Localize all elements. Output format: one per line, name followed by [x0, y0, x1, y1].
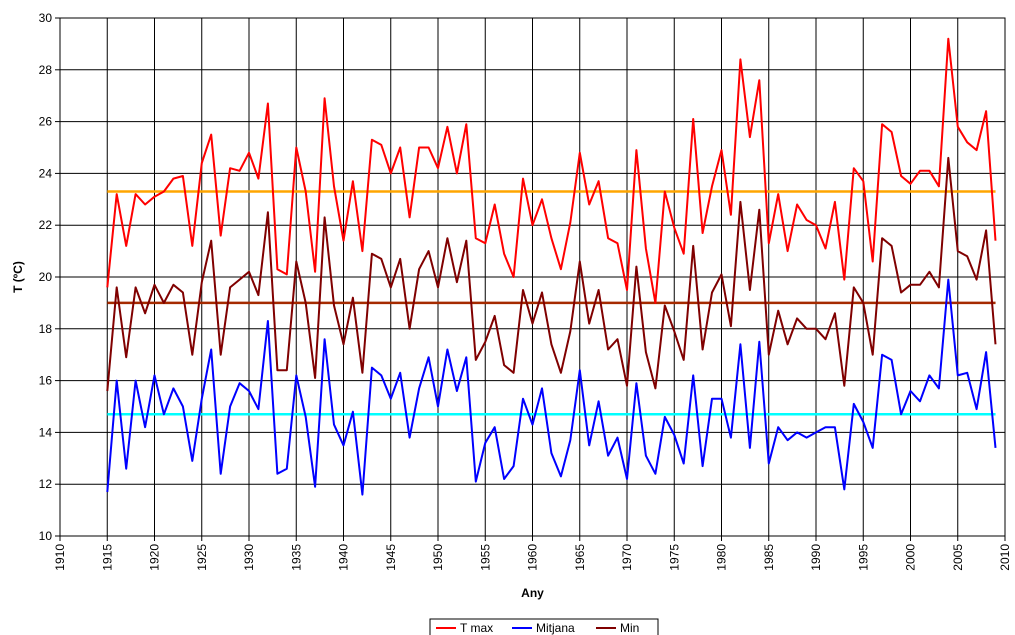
y-tick-label: 16	[39, 374, 53, 388]
x-tick-label: 1940	[337, 544, 351, 571]
y-tick-label: 22	[39, 218, 53, 232]
series-line-t-max	[106, 37, 997, 304]
x-tick-label: 1970	[620, 544, 634, 571]
y-tick-label: 24	[39, 166, 53, 180]
x-tick-label: 2010	[998, 544, 1012, 571]
legend-label: T max	[460, 621, 493, 635]
x-tick-label: 1935	[289, 544, 303, 571]
x-tick-label: 1975	[667, 544, 681, 571]
x-tick-label: 2005	[951, 544, 965, 571]
x-tick-label: 1915	[100, 544, 114, 571]
y-axis-title: T (ºC)	[11, 261, 25, 293]
legend-box	[429, 618, 659, 635]
y-tick-label: 10	[39, 529, 53, 543]
x-tick-label: 1920	[148, 544, 162, 571]
x-tick-label: 1930	[242, 544, 256, 571]
x-tick-label: 1955	[478, 544, 492, 571]
x-tick-label: 1950	[431, 544, 445, 571]
y-tick-labels: 10 12 14 16 18 20 22 24 26 28 30	[39, 11, 53, 543]
series-line-mitjana	[106, 278, 997, 496]
y-tick-label: 18	[39, 322, 53, 336]
x-axis-title: Any	[521, 586, 544, 600]
x-tick-label: 1910	[53, 544, 67, 571]
y-tick-label: 12	[39, 477, 53, 491]
x-tick-label: 1960	[526, 544, 540, 571]
x-tick-label: 1985	[762, 544, 776, 571]
x-tick-label: 1965	[573, 544, 587, 571]
reference-lines	[107, 190, 996, 416]
y-tick-label: 14	[39, 425, 53, 439]
legend-label: Mitjana	[536, 621, 575, 635]
x-tick-label: 1945	[384, 544, 398, 571]
y-tick-label: 26	[39, 115, 53, 129]
x-tick-label: 1995	[856, 544, 870, 571]
x-tick-label: 2000	[904, 544, 918, 571]
y-tick-label: 20	[39, 270, 53, 284]
x-tick-label: 1990	[809, 544, 823, 571]
series-lines	[106, 37, 997, 496]
x-tick-label: 1980	[715, 544, 729, 571]
legend: T max Mitjana Min	[429, 618, 659, 635]
x-tick-label: 1925	[195, 544, 209, 571]
series-line-min	[106, 156, 997, 392]
legend-label: Min	[620, 621, 639, 635]
plot-frame	[59, 17, 1006, 537]
grid	[55, 17, 1006, 541]
y-tick-label: 30	[39, 11, 53, 25]
x-tick-labels: 1910 1915 1920 1925 1930 1935 1940 1945 1950 1955…	[53, 544, 1012, 571]
y-tick-label: 28	[39, 63, 53, 77]
